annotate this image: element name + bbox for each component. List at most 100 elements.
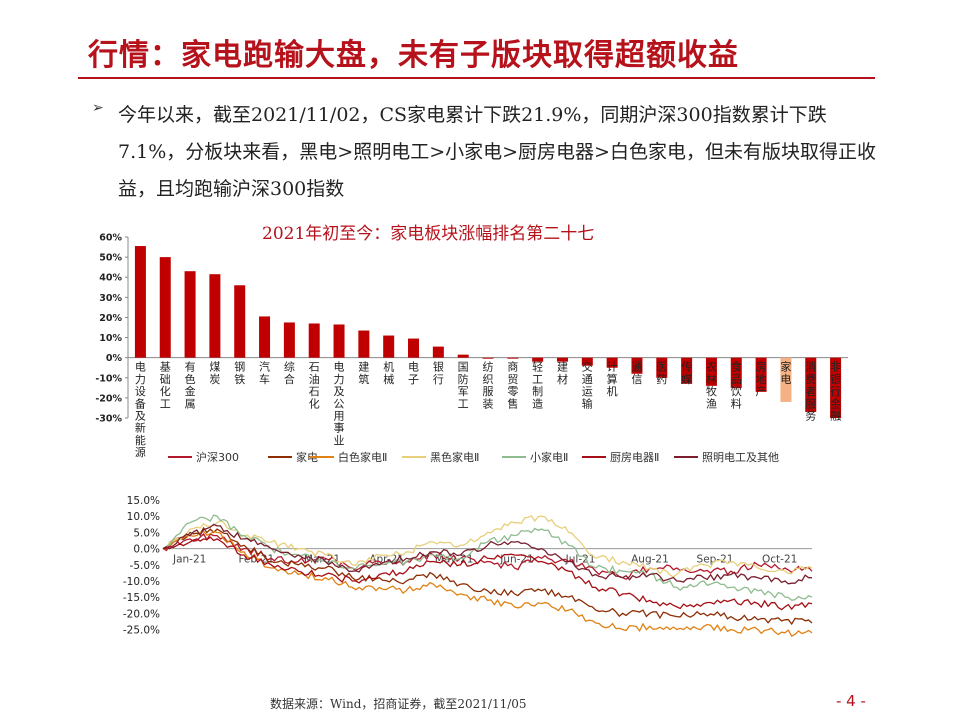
- line-x-tick-label: Apr-21: [369, 554, 404, 566]
- bar-11: [408, 338, 420, 358]
- line-y-tick-label: -15.0%: [123, 592, 160, 604]
- bar-y-tick-label: -30%: [95, 414, 122, 425]
- bar-category-label: 建筑: [358, 360, 369, 386]
- bar-0: [134, 246, 146, 358]
- legend-label: 黑色家电Ⅱ: [430, 450, 479, 464]
- bar-category-label: 国防军工: [458, 361, 469, 411]
- line-y-tick-label: 0.0%: [133, 544, 160, 556]
- bar-6: [283, 322, 295, 358]
- bar-category-label: 有色金属: [185, 360, 196, 411]
- bullet-arrow-icon: ➢: [92, 100, 104, 116]
- bar-12: [432, 346, 444, 358]
- line-x-tick-label: Jul-21: [565, 554, 596, 566]
- bar-16: [532, 357, 544, 362]
- bar-category-label: 消费者服务: [805, 360, 816, 423]
- bar-category-label: 电子: [408, 361, 419, 386]
- bar-y-tick-label: 60%: [99, 233, 122, 244]
- bar-category-label: 农林牧渔: [706, 360, 717, 411]
- title-divider: [78, 77, 875, 79]
- bar-category-label: 通信: [631, 361, 642, 386]
- bar-27: [805, 357, 817, 412]
- line-x-tick-label: Oct-21: [762, 554, 797, 566]
- legend-label: 厨房电器Ⅱ: [610, 451, 659, 464]
- bar-14: [482, 357, 494, 359]
- summary-paragraph: 今年以来，截至2021/11/02，CS家电累计下跌21.9%，同期沪深300指…: [118, 104, 876, 200]
- bar-category-label: 综合: [284, 360, 295, 386]
- line-x-tick-label: Aug-21: [631, 554, 669, 566]
- bar-3: [209, 274, 221, 358]
- bar-24: [730, 357, 742, 388]
- line-series-1: [162, 526, 813, 626]
- bar-y-tick-label: 30%: [99, 293, 122, 304]
- line-y-tick-label: -25.0%: [123, 625, 160, 637]
- bar-28: [830, 357, 842, 418]
- bar-chart-title: 2021年初至今：家电板块涨幅排名第二十七: [262, 224, 595, 244]
- line-series-6: [162, 523, 812, 585]
- bar-y-tick-label: 10%: [99, 333, 122, 344]
- bar-category-label: 电力设备及新能源: [135, 361, 146, 459]
- line-x-tick-label: Sep-21: [697, 554, 734, 566]
- line-y-tick-label: -20.0%: [123, 608, 160, 620]
- bar-category-label: 计算机: [607, 361, 618, 398]
- line-x-tick-label: Jun-21: [499, 554, 534, 566]
- bar-category-label: 建材: [557, 360, 568, 386]
- bar-25: [755, 357, 767, 392]
- bar-category-label: 交通运输: [582, 360, 593, 411]
- bar-y-tick-label: -10%: [95, 373, 122, 384]
- bar-15: [507, 357, 519, 359]
- data-source-note: 数据来源：Wind，招商证券，截至2021/11/05: [270, 697, 527, 711]
- bar-y-tick-label: 0%: [106, 353, 123, 364]
- bar-4: [234, 285, 246, 358]
- bar-y-tick-label: -20%: [95, 393, 122, 404]
- bar-26: [780, 357, 792, 402]
- line-y-tick-label: 15.0%: [127, 495, 160, 507]
- bar-5: [259, 316, 271, 358]
- bar-category-label: 纺织服装: [483, 360, 494, 411]
- bar-y-tick-label: 20%: [99, 313, 122, 324]
- bar-13: [457, 354, 469, 358]
- bar-category-label: 煤炭: [209, 361, 220, 386]
- line-y-tick-label: 5.0%: [133, 527, 160, 539]
- bar-22: [681, 357, 693, 384]
- bar-y-tick-label: 40%: [99, 273, 122, 284]
- bar-category-label: 医药: [656, 361, 667, 386]
- bar-category-label: 家电: [780, 360, 791, 386]
- page-number: - 4 -: [836, 692, 866, 710]
- bar-category-label: 轻工制造: [532, 360, 543, 411]
- line-x-tick-label: Jan-21: [172, 554, 206, 566]
- line-series-0: [162, 532, 813, 581]
- line-x-tick-label: Mar-21: [304, 554, 340, 566]
- bar-category-label: 电力及公用事业: [334, 361, 345, 447]
- bar-17: [556, 357, 568, 362]
- bar-1: [159, 257, 171, 358]
- bar-category-label: 机械: [383, 360, 394, 386]
- bar-21: [656, 357, 668, 378]
- bar-category-label: 传媒: [681, 361, 692, 386]
- line-x-tick-label: Feb-21: [238, 554, 274, 566]
- bar-7: [308, 323, 320, 358]
- legend-label: 小家电Ⅱ: [530, 450, 568, 464]
- line-y-tick-label: 10.0%: [127, 511, 160, 523]
- bar-category-label: 银行: [433, 360, 444, 386]
- bar-10: [383, 335, 395, 358]
- bar-category-label: 商贸零售: [507, 360, 518, 411]
- line-series-3: [162, 514, 813, 578]
- line-series-2: [162, 530, 813, 637]
- bar-category-label: 石油石化: [309, 361, 320, 411]
- bar-23: [705, 357, 717, 386]
- line-x-tick-label: May-21: [435, 554, 474, 566]
- line-series-4: [162, 514, 813, 602]
- line-y-tick-label: -5.0%: [130, 560, 160, 572]
- bar-19: [606, 357, 618, 368]
- legend-label: 照明电工及其他: [702, 451, 779, 464]
- bar-18: [581, 357, 593, 366]
- bar-category-label: 汽车: [259, 360, 270, 386]
- bar-2: [184, 271, 196, 358]
- line-series-5: [162, 536, 813, 611]
- bar-category-label: 房地产: [756, 361, 767, 398]
- bar-category-label: 基础化工: [160, 361, 171, 411]
- legend-label: 白色家电Ⅱ: [338, 450, 387, 464]
- legend-label: 家电: [296, 450, 318, 464]
- bar-category-label: 钢铁: [234, 361, 245, 386]
- page-title: 行情：家电跑输大盘，未有子版块取得超额收益: [88, 38, 739, 73]
